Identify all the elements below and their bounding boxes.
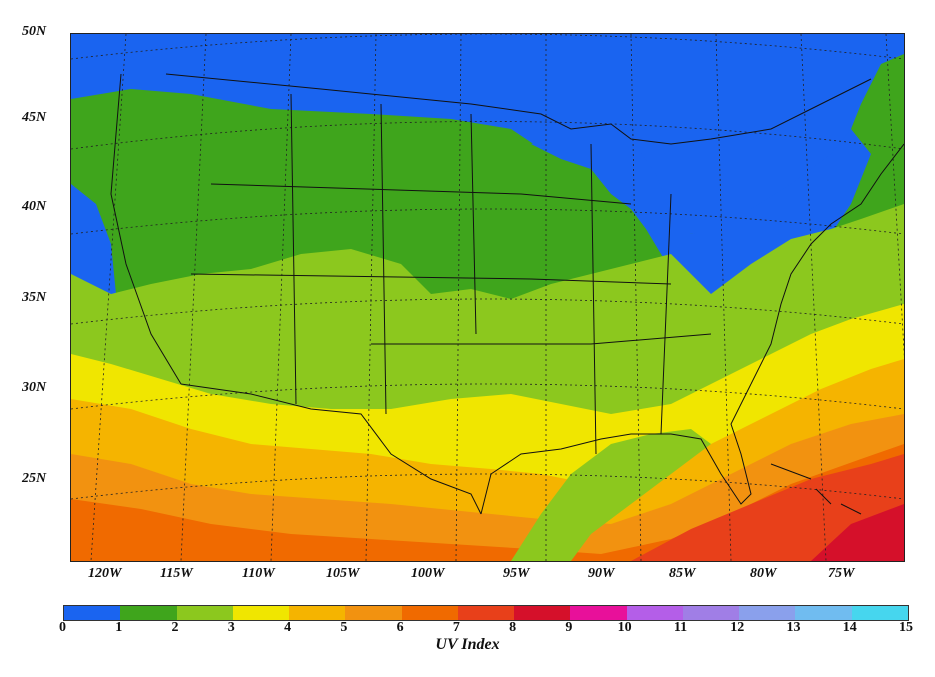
- colorbar-tick-2: 2: [171, 620, 179, 635]
- colorbar-tick-3: 3: [227, 620, 235, 635]
- state-line: [290, 93, 297, 405]
- colorbar-tick-13: 13: [786, 620, 801, 635]
- colorbar-segment-7: [457, 606, 515, 620]
- lon-label-120w: 120W: [88, 566, 122, 581]
- lat-label-40n: 40N: [22, 199, 47, 214]
- colorbar-tick-4: 4: [284, 620, 292, 635]
- boundaries: [110, 73, 904, 515]
- lon-label-110w: 110W: [242, 566, 275, 581]
- lon-label-105w: 105W: [326, 566, 360, 581]
- colorbar-tick-12: 12: [730, 620, 745, 635]
- colorbar-segment-4: [289, 606, 346, 620]
- lat-label-25n: 25N: [22, 471, 47, 486]
- us-canada-border: [165, 73, 872, 145]
- uv-band-gulf-tongue: [511, 429, 711, 561]
- colorbar-title: UV Index: [435, 636, 500, 653]
- state-line: [190, 273, 672, 285]
- lat-label-30n: 30N: [22, 380, 47, 395]
- us-mexico-border: [180, 383, 482, 515]
- colorbar-tick-7: 7: [452, 620, 460, 635]
- colorbar-tick-6: 6: [396, 620, 404, 635]
- colorbar-segment-11: [682, 606, 740, 620]
- colorbar-segment-9: [570, 606, 627, 620]
- colorbar-segment-10: [626, 606, 683, 620]
- colorbar-segment-13: [795, 606, 852, 620]
- lat-label-35n: 35N: [22, 290, 47, 305]
- lat-label-45n: 45N: [22, 110, 47, 125]
- gulf-coast: [480, 383, 752, 515]
- colorbar-segment-3: [232, 606, 290, 620]
- lon-label-85w: 85W: [669, 566, 696, 581]
- state-line: [470, 113, 477, 335]
- colorbar-segment-8: [514, 606, 571, 620]
- lon-label-80w: 80W: [750, 566, 777, 581]
- colorbar-segment-0: [64, 606, 121, 620]
- uv-band-7-8: [631, 454, 904, 561]
- colorbar-segment-2: [176, 606, 233, 620]
- lon-label-95w: 95W: [503, 566, 530, 581]
- uv-contour-map: [71, 34, 904, 561]
- colorbar-segment-5: [345, 606, 402, 620]
- colorbar-tick-9: 9: [565, 620, 573, 635]
- atlantic-coast: [750, 143, 904, 385]
- state-line: [380, 103, 387, 415]
- islands: [770, 463, 862, 515]
- colorbar-tick-11: 11: [673, 620, 688, 635]
- colorbar-segment-12: [739, 606, 796, 620]
- colorbar-tick-14: 14: [842, 620, 857, 635]
- graticule: [71, 34, 904, 561]
- uv-band-5-6: [71, 414, 904, 561]
- lon-label-115w: 115W: [160, 566, 193, 581]
- pacific-coast: [110, 73, 182, 385]
- lon-label-90w: 90W: [588, 566, 615, 581]
- uv-index-map: [70, 33, 905, 562]
- lat-label-50n: 50N: [22, 24, 47, 39]
- lon-label-75w: 75W: [828, 566, 855, 581]
- state-line: [371, 333, 712, 345]
- colorbar-segment-1: [120, 606, 177, 620]
- colorbar-segment-14: [851, 606, 908, 620]
- lon-label-100w: 100W: [411, 566, 445, 581]
- colorbar-tick-15: 15: [899, 620, 913, 635]
- colorbar-tick-8: 8: [509, 620, 517, 635]
- colorbar-tick-5: 5: [340, 620, 348, 635]
- uv-colorbar: [63, 605, 909, 621]
- state-line: [590, 143, 597, 455]
- colorbar-segment-6: [401, 606, 458, 620]
- state-line: [210, 183, 632, 205]
- colorbar-tick-10: 10: [617, 620, 632, 635]
- uv-band-8-9: [811, 504, 904, 561]
- colorbar-tick-1: 1: [115, 620, 123, 635]
- colorbar-tick-0: 0: [59, 620, 66, 635]
- state-line: [660, 193, 672, 435]
